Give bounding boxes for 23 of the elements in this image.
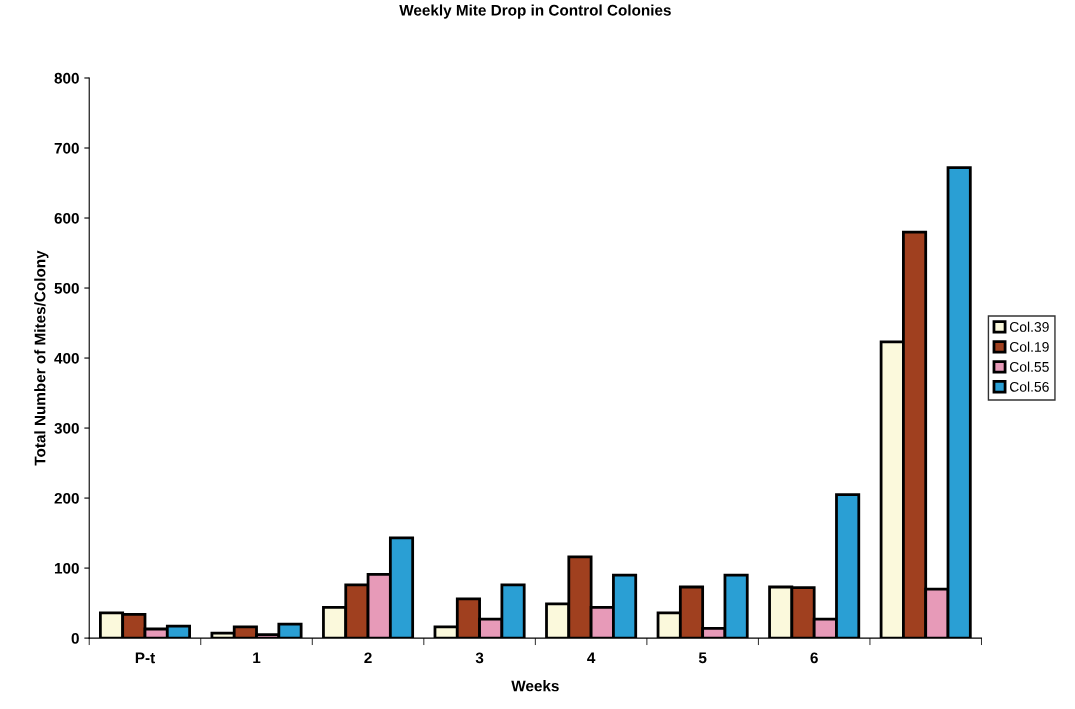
y-tick-label: 300: [54, 422, 79, 434]
y-tick-label: 100: [54, 562, 79, 574]
y-tick-label: 200: [54, 492, 79, 504]
x-tick-label: 3: [475, 652, 484, 664]
x-tick-label: P-t: [135, 652, 155, 664]
y-tick-label: 700: [54, 142, 79, 154]
y-tick-label: 600: [54, 212, 79, 224]
legend-label: Col.56: [1009, 381, 1049, 392]
y-tick-label: 500: [54, 282, 79, 294]
y-axis-title: Total Number of Mites/Colony: [34, 250, 49, 466]
x-tick-label: 5: [698, 652, 707, 664]
x-axis-title: Weeks: [511, 680, 559, 692]
legend-label: Col.39: [1009, 321, 1049, 332]
x-tick-label: 2: [364, 652, 372, 664]
x-tick-label: 6: [810, 652, 818, 664]
legend-label: Col.19: [1009, 341, 1049, 352]
y-tick-label: 0: [71, 632, 79, 644]
y-tick-label: 800: [54, 72, 79, 84]
legend-label: Col.55: [1009, 361, 1049, 372]
chart-title: Weekly Mite Drop in Control Colonies: [399, 4, 671, 19]
y-tick-label: 400: [54, 352, 79, 364]
x-tick-label: 4: [587, 652, 596, 664]
x-tick-label: 1: [253, 652, 261, 664]
